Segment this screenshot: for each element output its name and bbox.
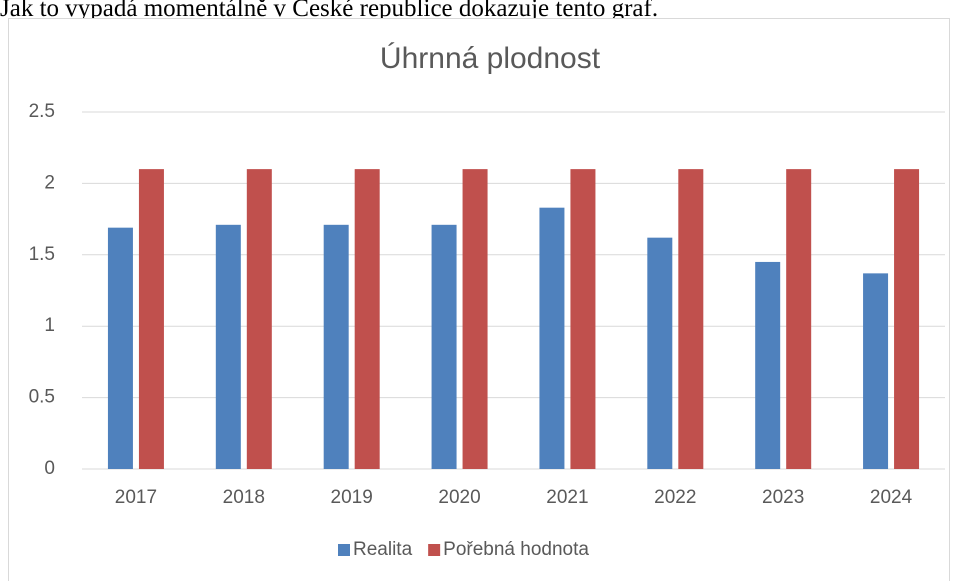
bar [894, 169, 920, 469]
bar [570, 169, 596, 469]
x-tick-label: 2022 [654, 487, 696, 508]
legend-swatch [338, 544, 350, 556]
legend-swatch [428, 544, 441, 556]
chart-title: Úhrnná plodnost [380, 42, 601, 75]
legend-label: Pořebná hodnota [443, 539, 589, 560]
x-tick-label: 2017 [115, 487, 157, 508]
y-tick-label: 2 [44, 172, 55, 193]
intro-text: Jak to vypadá momentálně v České republi… [0, 0, 658, 22]
x-tick-label: 2024 [870, 487, 913, 508]
legend-label: Realita [353, 539, 413, 560]
y-tick-label: 0.5 [29, 387, 55, 408]
bar [246, 169, 272, 469]
y-tick-label: 1 [44, 315, 55, 336]
bar [755, 261, 781, 469]
bar [786, 169, 812, 469]
bar [431, 224, 457, 469]
bar [354, 169, 380, 469]
y-tick-label: 0 [44, 458, 55, 479]
y-tick-label: 2.5 [29, 101, 55, 122]
bar [863, 273, 889, 469]
x-tick-label: 2018 [223, 487, 265, 508]
bar [107, 227, 133, 469]
y-tick-label: 1.5 [29, 244, 55, 265]
bar [138, 169, 164, 469]
bar [215, 224, 241, 469]
x-tick-label: 2020 [438, 487, 480, 508]
bar [647, 237, 673, 469]
bar [323, 224, 349, 469]
bar [462, 169, 488, 469]
x-tick-label: 2023 [762, 487, 804, 508]
x-tick-label: 2019 [331, 487, 373, 508]
x-tick-label: 2021 [546, 487, 588, 508]
bar [678, 169, 704, 469]
bar [539, 207, 565, 469]
